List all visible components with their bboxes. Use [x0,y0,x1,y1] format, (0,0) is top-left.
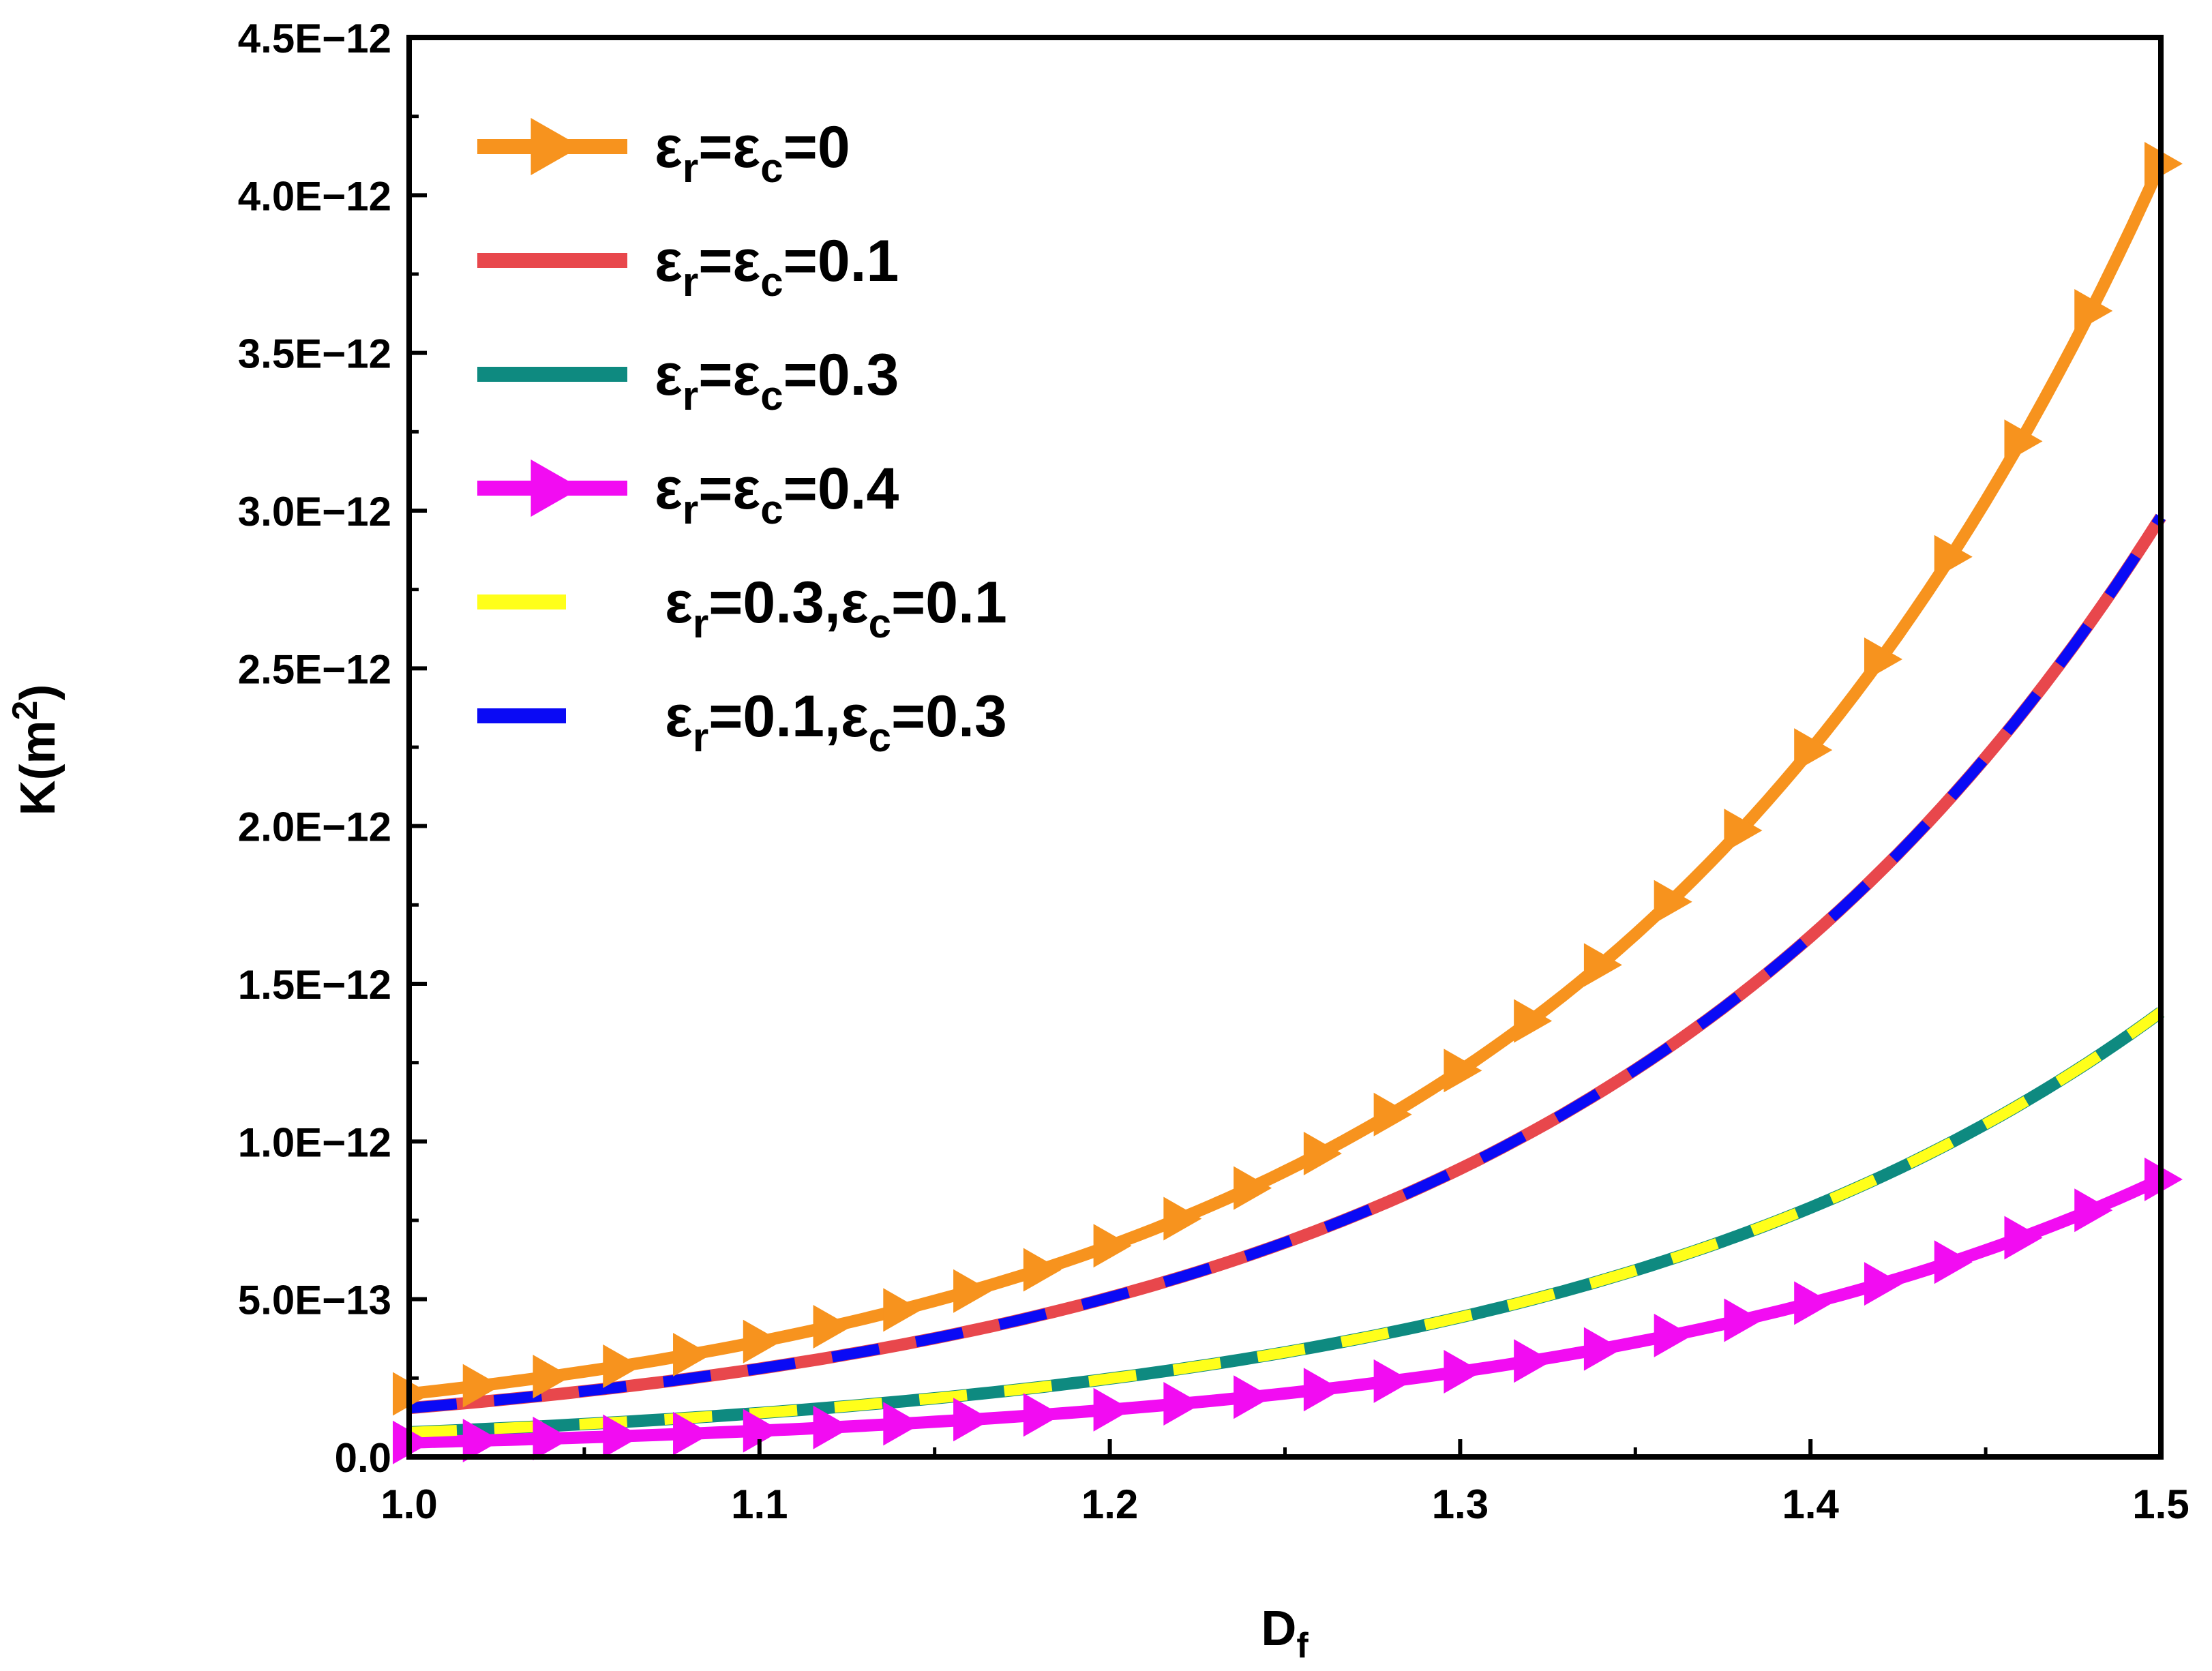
series-marker-er-ec-0-4 [953,1398,992,1442]
series-marker-er-ec-0-4 [1373,1359,1412,1403]
series-marker-er-ec-0-4 [1583,1327,1622,1371]
x-axis-title: Df [1261,1601,1309,1666]
series-markers [393,142,2183,1464]
y-tick-label: 1.5E−12 [238,962,391,1008]
legend-label: εr=0.3,εc=0.1 [665,570,1007,646]
legend-item-er-0-1-ec-0-3: εr=0.1,εc=0.3 [477,684,1007,760]
legend-item-er-ec-0-3: εr=εc=0.3 [477,342,899,419]
tick-labels: 1.0 1.1 1.2 1.3 1.4 1.5 0.0 5.0E−13 1.0E−12 1.5E−… [238,16,2189,1527]
legend-label: εr=εc=0.3 [655,342,899,419]
y-tick-label: 4.5E−12 [238,16,391,61]
series-marker-er-ec-0 [1864,637,1902,682]
legend-label: εr=0.1,εc=0.3 [665,684,1007,760]
x-tick-label: 1.3 [1432,1481,1489,1527]
series-marker-er-ec-0-4 [1444,1349,1482,1394]
series-marker-er-ec-0-4 [1864,1262,1902,1306]
series-marker-er-ec-0-4 [883,1402,922,1446]
series-marker-er-ec-0-4 [1724,1298,1763,1342]
x-tick-label: 1.2 [1081,1481,1138,1527]
y-tick-label: 1.0E−12 [238,1119,391,1165]
legend-marker [530,118,581,175]
y-tick-label: 2.5E−12 [238,646,391,692]
series-marker-er-ec-0 [1373,1092,1412,1136]
legend-item-er-ec-0: εr=εc=0 [477,115,850,191]
x-tick-label: 1.5 [2132,1481,2189,1527]
series-line-er-ec-0-4 [408,1173,2164,1449]
series-marker-er-ec-0-4 [2074,1188,2113,1233]
series-marker-er-ec-0 [813,1304,852,1349]
series-marker-er-ec-0-4 [1163,1382,1202,1426]
series-marker-er-ec-0-4 [462,1419,501,1463]
series-marker-er-ec-0-4 [533,1417,571,1461]
series-line-er-0-1-ec-0-3 [408,513,2166,1414]
series-marker-er-ec-0 [1724,809,1763,853]
series-marker-er-ec-0 [2074,288,2113,333]
series-marker-er-ec-0-4 [1794,1281,1833,1325]
x-tick-label: 1.1 [731,1481,788,1527]
series-marker-er-ec-0 [1514,999,1553,1043]
y-tick-label: 4.0E−12 [238,173,391,219]
legend-item-er-0-3-ec-0-1: εr=0.3,εc=0.1 [477,570,1007,646]
series-marker-er-ec-0 [1583,943,1622,987]
series-line-er-0-3-ec-0-1 [408,1008,2164,1438]
series-marker-er-ec-0 [743,1319,781,1364]
series-marker-er-ec-0 [1654,879,1692,924]
legend-label: εr=εc=0 [655,115,850,191]
series-marker-er-ec-0 [1234,1166,1272,1210]
y-tick-label: 3.0E−12 [238,489,391,535]
legend-label: εr=εc=0.4 [655,456,899,532]
series-marker-er-ec-0 [953,1269,992,1313]
series-marker-er-ec-0 [1023,1248,1062,1292]
axis-ticks [407,35,2163,1459]
series-marker-er-ec-0 [1303,1131,1342,1175]
x-tick-label: 1.0 [380,1481,437,1527]
y-tick-label: 5.0E−13 [238,1278,391,1323]
legend-item-er-ec-0-4: εr=εc=0.4 [477,456,899,532]
series-marker-er-ec-0-4 [1093,1387,1132,1432]
legend: εr=εc=0 εr=εc=0.1 εr=εc=0.3 εr=εc=0.4 εr=0.3… [477,115,1007,760]
y-tick-label: 2.0E−12 [238,804,391,850]
series-marker-er-ec-0 [462,1364,501,1408]
y-tick-label: 3.5E−12 [238,331,391,377]
series-marker-er-ec-0 [1794,728,1833,772]
series-marker-er-ec-0-4 [603,1414,642,1458]
legend-label: εr=εc=0.1 [655,228,899,305]
series-marker-er-ec-0-4 [1934,1240,1973,1284]
legend-marker [530,460,581,517]
series-marker-er-ec-0-4 [1303,1368,1342,1412]
series-marker-er-ec-0 [533,1355,571,1399]
series-marker-er-ec-0 [603,1344,642,1389]
x-tick-label: 1.4 [1782,1481,1839,1527]
series-marker-er-ec-0 [2004,419,2043,464]
y-tick-label: 0.0 [335,1435,391,1481]
series-marker-er-ec-0-4 [1023,1393,1062,1437]
series-marker-er-ec-0 [673,1332,712,1376]
series-marker-er-ec-0 [1093,1224,1132,1268]
series-marker-er-ec-0-4 [1234,1375,1272,1419]
series-marker-er-ec-0-4 [813,1405,852,1449]
series-marker-er-ec-0-4 [1514,1339,1553,1383]
legend-item-er-ec-0-1: εr=εc=0.1 [477,228,899,305]
series-marker-er-ec-0-4 [1654,1313,1692,1357]
series-marker-er-ec-0-4 [673,1411,712,1456]
series-marker-er-ec-0 [1163,1196,1202,1241]
series-marker-er-ec-0-4 [743,1409,781,1453]
series-marker-er-ec-0 [1444,1049,1482,1093]
y-axis-title: K(m2) [5,684,65,816]
series-marker-er-ec-0-4 [2004,1216,2043,1260]
series-marker-er-ec-0 [883,1288,922,1332]
series-line-er-ec-0-3 [408,1007,2165,1439]
series-marker-er-ec-0 [1934,535,1973,579]
